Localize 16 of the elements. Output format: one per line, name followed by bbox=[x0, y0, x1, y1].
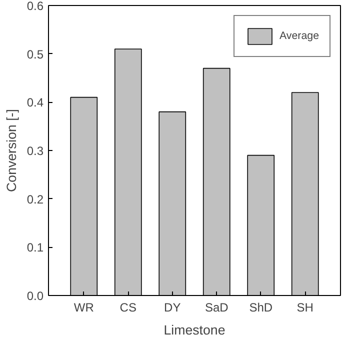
y-tick-label: 0.4 bbox=[26, 96, 44, 110]
x-tick-label: ShD bbox=[249, 300, 273, 314]
x-axis-title: Limestone bbox=[164, 322, 226, 338]
y-tick-label: 0.6 bbox=[26, 0, 44, 13]
y-tick-label: 0.2 bbox=[26, 192, 44, 206]
x-tick-label: CS bbox=[120, 300, 136, 314]
legend-label: Average bbox=[280, 30, 319, 42]
y-tick-label: 0.1 bbox=[26, 240, 44, 255]
y-tick-label: 0.3 bbox=[26, 144, 44, 158]
x-tick-label: SaD bbox=[204, 300, 229, 314]
y-tick-label: 0.5 bbox=[26, 47, 44, 62]
x-tick-label: DY bbox=[164, 300, 181, 314]
x-tick-label: WR bbox=[74, 300, 94, 314]
x-tick-label: SH bbox=[296, 300, 314, 314]
y-axis-title: Conversion [-] bbox=[4, 109, 19, 192]
y-tick-label: 0.0 bbox=[26, 289, 44, 303]
